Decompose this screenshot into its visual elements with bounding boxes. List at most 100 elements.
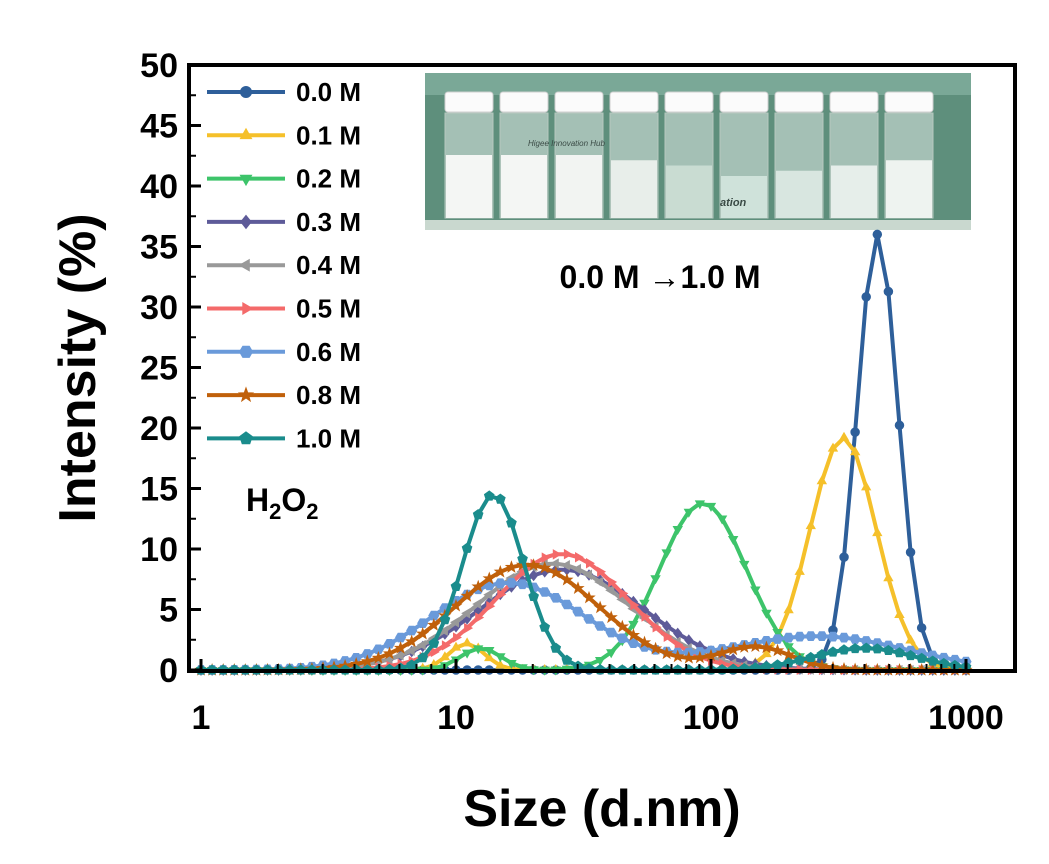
- vial-liquid: [501, 155, 547, 218]
- data-point: [716, 515, 728, 525]
- vial-fragment-text: ation: [720, 197, 747, 209]
- data-point: [438, 625, 448, 636]
- data-point: [464, 622, 474, 634]
- data-point: [505, 578, 517, 588]
- data-point: [394, 650, 404, 661]
- data-point: [705, 502, 717, 512]
- data-point: [516, 579, 529, 590]
- data-point: [583, 569, 592, 580]
- data-point: [484, 652, 495, 662]
- data-point: [450, 580, 462, 591]
- data-point: [759, 640, 774, 654]
- y-axis-title: Intensity (%): [49, 213, 107, 522]
- data-point: [571, 581, 585, 595]
- data-point: [482, 571, 496, 585]
- x-tick-label: 1000: [928, 699, 1004, 737]
- data-point: [517, 553, 528, 564]
- data-point: [849, 642, 861, 654]
- reagent-sub-1: 2: [269, 499, 281, 524]
- data-point: [461, 608, 471, 619]
- data-point: [794, 565, 805, 575]
- data-point: [593, 600, 607, 614]
- y-tick-label: 5: [159, 592, 178, 630]
- data-point: [883, 644, 894, 655]
- data-point: [606, 649, 617, 659]
- data-point: [561, 599, 573, 610]
- data-point: [861, 481, 872, 491]
- legend-item: 0.5 M: [207, 294, 361, 324]
- data-point: [916, 623, 927, 633]
- y-tick-label: 40: [140, 168, 178, 206]
- x-tick-label: 1: [192, 699, 211, 737]
- data-point: [528, 590, 539, 601]
- photo-shelf: [425, 220, 971, 230]
- data-point: [450, 641, 462, 651]
- data-point: [538, 560, 552, 574]
- data-point: [471, 579, 485, 593]
- vial-liquid: [611, 160, 657, 218]
- data-point: [497, 589, 507, 600]
- data-point: [541, 552, 551, 563]
- data-point: [619, 588, 629, 599]
- data-point: [552, 549, 562, 560]
- vial-cap: [719, 91, 769, 113]
- data-point: [461, 542, 473, 553]
- data-point: [417, 618, 429, 628]
- data-point: [608, 576, 618, 588]
- data-point: [659, 646, 674, 660]
- data-point: [404, 634, 419, 648]
- data-point: [517, 664, 528, 674]
- data-point: [838, 632, 850, 643]
- vial: [609, 91, 659, 219]
- data-point: [605, 585, 615, 596]
- legend-label: 0.3 M: [296, 207, 361, 237]
- data-point: [782, 647, 796, 661]
- data-point: [527, 558, 541, 571]
- data-point: [560, 560, 570, 571]
- data-point: [682, 650, 696, 664]
- data-point: [504, 560, 519, 573]
- data-point: [572, 563, 581, 575]
- data-point: [594, 576, 604, 588]
- series-line: [201, 580, 967, 672]
- data-point: [472, 645, 484, 655]
- data-point: [661, 549, 672, 559]
- data-point: [704, 648, 718, 662]
- y-tick-label: 0: [159, 652, 178, 690]
- vial: [664, 91, 714, 219]
- data-point: [495, 659, 506, 669]
- data-point: [561, 654, 573, 665]
- data-point: [761, 609, 772, 619]
- data-point: [772, 659, 783, 670]
- vial-liquid: [556, 155, 602, 218]
- vial-cap: [554, 91, 604, 113]
- legend-item: 0.1 M: [207, 120, 361, 150]
- data-point: [472, 508, 484, 520]
- data-point: [662, 620, 672, 632]
- data-point: [416, 639, 426, 651]
- legend-label: 0.2 M: [296, 164, 361, 194]
- data-point: [539, 621, 551, 632]
- data-point: [727, 536, 739, 545]
- y-tick-label: 15: [140, 471, 178, 509]
- data-point: [493, 564, 507, 578]
- data-point: [382, 646, 397, 660]
- data-point: [361, 649, 373, 659]
- data-point: [549, 565, 563, 579]
- data-point: [905, 547, 916, 557]
- data-point: [461, 649, 473, 659]
- data-point: [605, 627, 617, 638]
- legend-label: 1.0 M: [296, 423, 361, 453]
- legend-label: 0.0 M: [296, 77, 361, 107]
- data-point: [428, 610, 440, 621]
- data-point: [894, 609, 905, 618]
- vial-liquid: [721, 176, 767, 218]
- data-point: [406, 625, 418, 636]
- data-point: [894, 420, 905, 431]
- data-point: [805, 520, 816, 530]
- data-point: [739, 560, 750, 570]
- series-line: [201, 567, 966, 672]
- data-point: [671, 649, 685, 663]
- data-point: [737, 640, 751, 653]
